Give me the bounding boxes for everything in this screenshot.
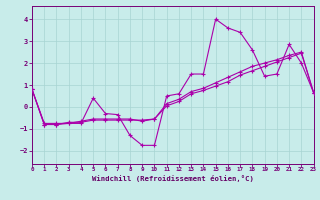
- X-axis label: Windchill (Refroidissement éolien,°C): Windchill (Refroidissement éolien,°C): [92, 175, 254, 182]
